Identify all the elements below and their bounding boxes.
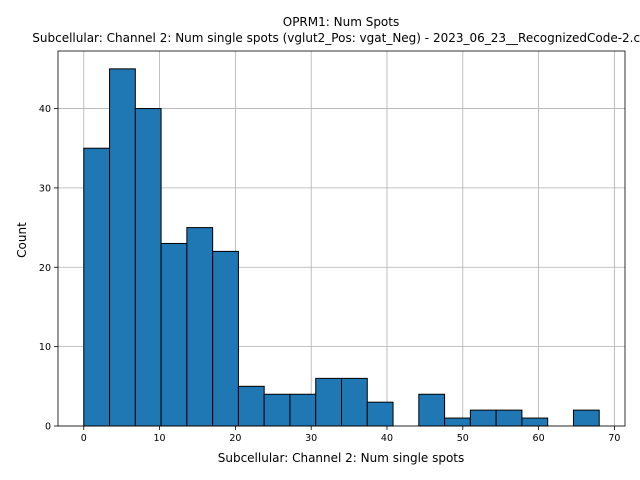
histogram-bar — [418, 393, 446, 427]
histogram-bar — [263, 393, 291, 427]
histogram-bar — [572, 409, 600, 427]
histogram-bar — [289, 393, 317, 427]
histogram-bar — [109, 68, 136, 427]
histogram-bar — [186, 227, 214, 427]
histogram-bar — [495, 409, 523, 427]
x-tick-label: 20 — [229, 433, 241, 444]
histogram-bar — [341, 377, 368, 427]
histogram-bar — [469, 409, 497, 427]
histogram-bar — [521, 417, 549, 427]
histogram-bar — [315, 377, 342, 427]
histogram-bar — [160, 242, 188, 427]
axes: 0 10 20 30 40 50 60 70 0 10 20 30 40 — [39, 50, 626, 444]
x-tick-label: 50 — [457, 433, 469, 444]
x-tick-label: 0 — [81, 433, 87, 444]
chart-title: OPRM1: Num Spots — [283, 15, 399, 29]
histogram-bar — [237, 385, 265, 427]
y-tick-label: 0 — [45, 422, 51, 433]
x-tick-label: 30 — [305, 433, 317, 444]
x-tick-label: 10 — [154, 433, 166, 444]
chart-subtitle: Subcellular: Channel 2: Num single spots… — [32, 31, 640, 45]
histogram-bar — [366, 401, 394, 427]
histogram-bar — [444, 417, 471, 427]
y-tick-label: 10 — [39, 342, 51, 353]
histogram-bar — [212, 250, 239, 427]
histogram-bar — [83, 147, 111, 427]
histogram-bars — [83, 68, 600, 427]
plot-frame — [57, 50, 626, 427]
histogram-bar — [134, 108, 162, 427]
y-tick-label: 20 — [39, 263, 51, 274]
x-tick-label: 70 — [608, 433, 620, 444]
x-axis-label: Subcellular: Channel 2: Num single spots — [218, 451, 465, 465]
y-tick-label: 40 — [39, 104, 51, 115]
y-tick-label: 30 — [39, 183, 51, 194]
x-tick-label: 60 — [533, 433, 545, 444]
y-axis-label: Count — [15, 222, 29, 258]
x-tick-label: 40 — [381, 433, 393, 444]
